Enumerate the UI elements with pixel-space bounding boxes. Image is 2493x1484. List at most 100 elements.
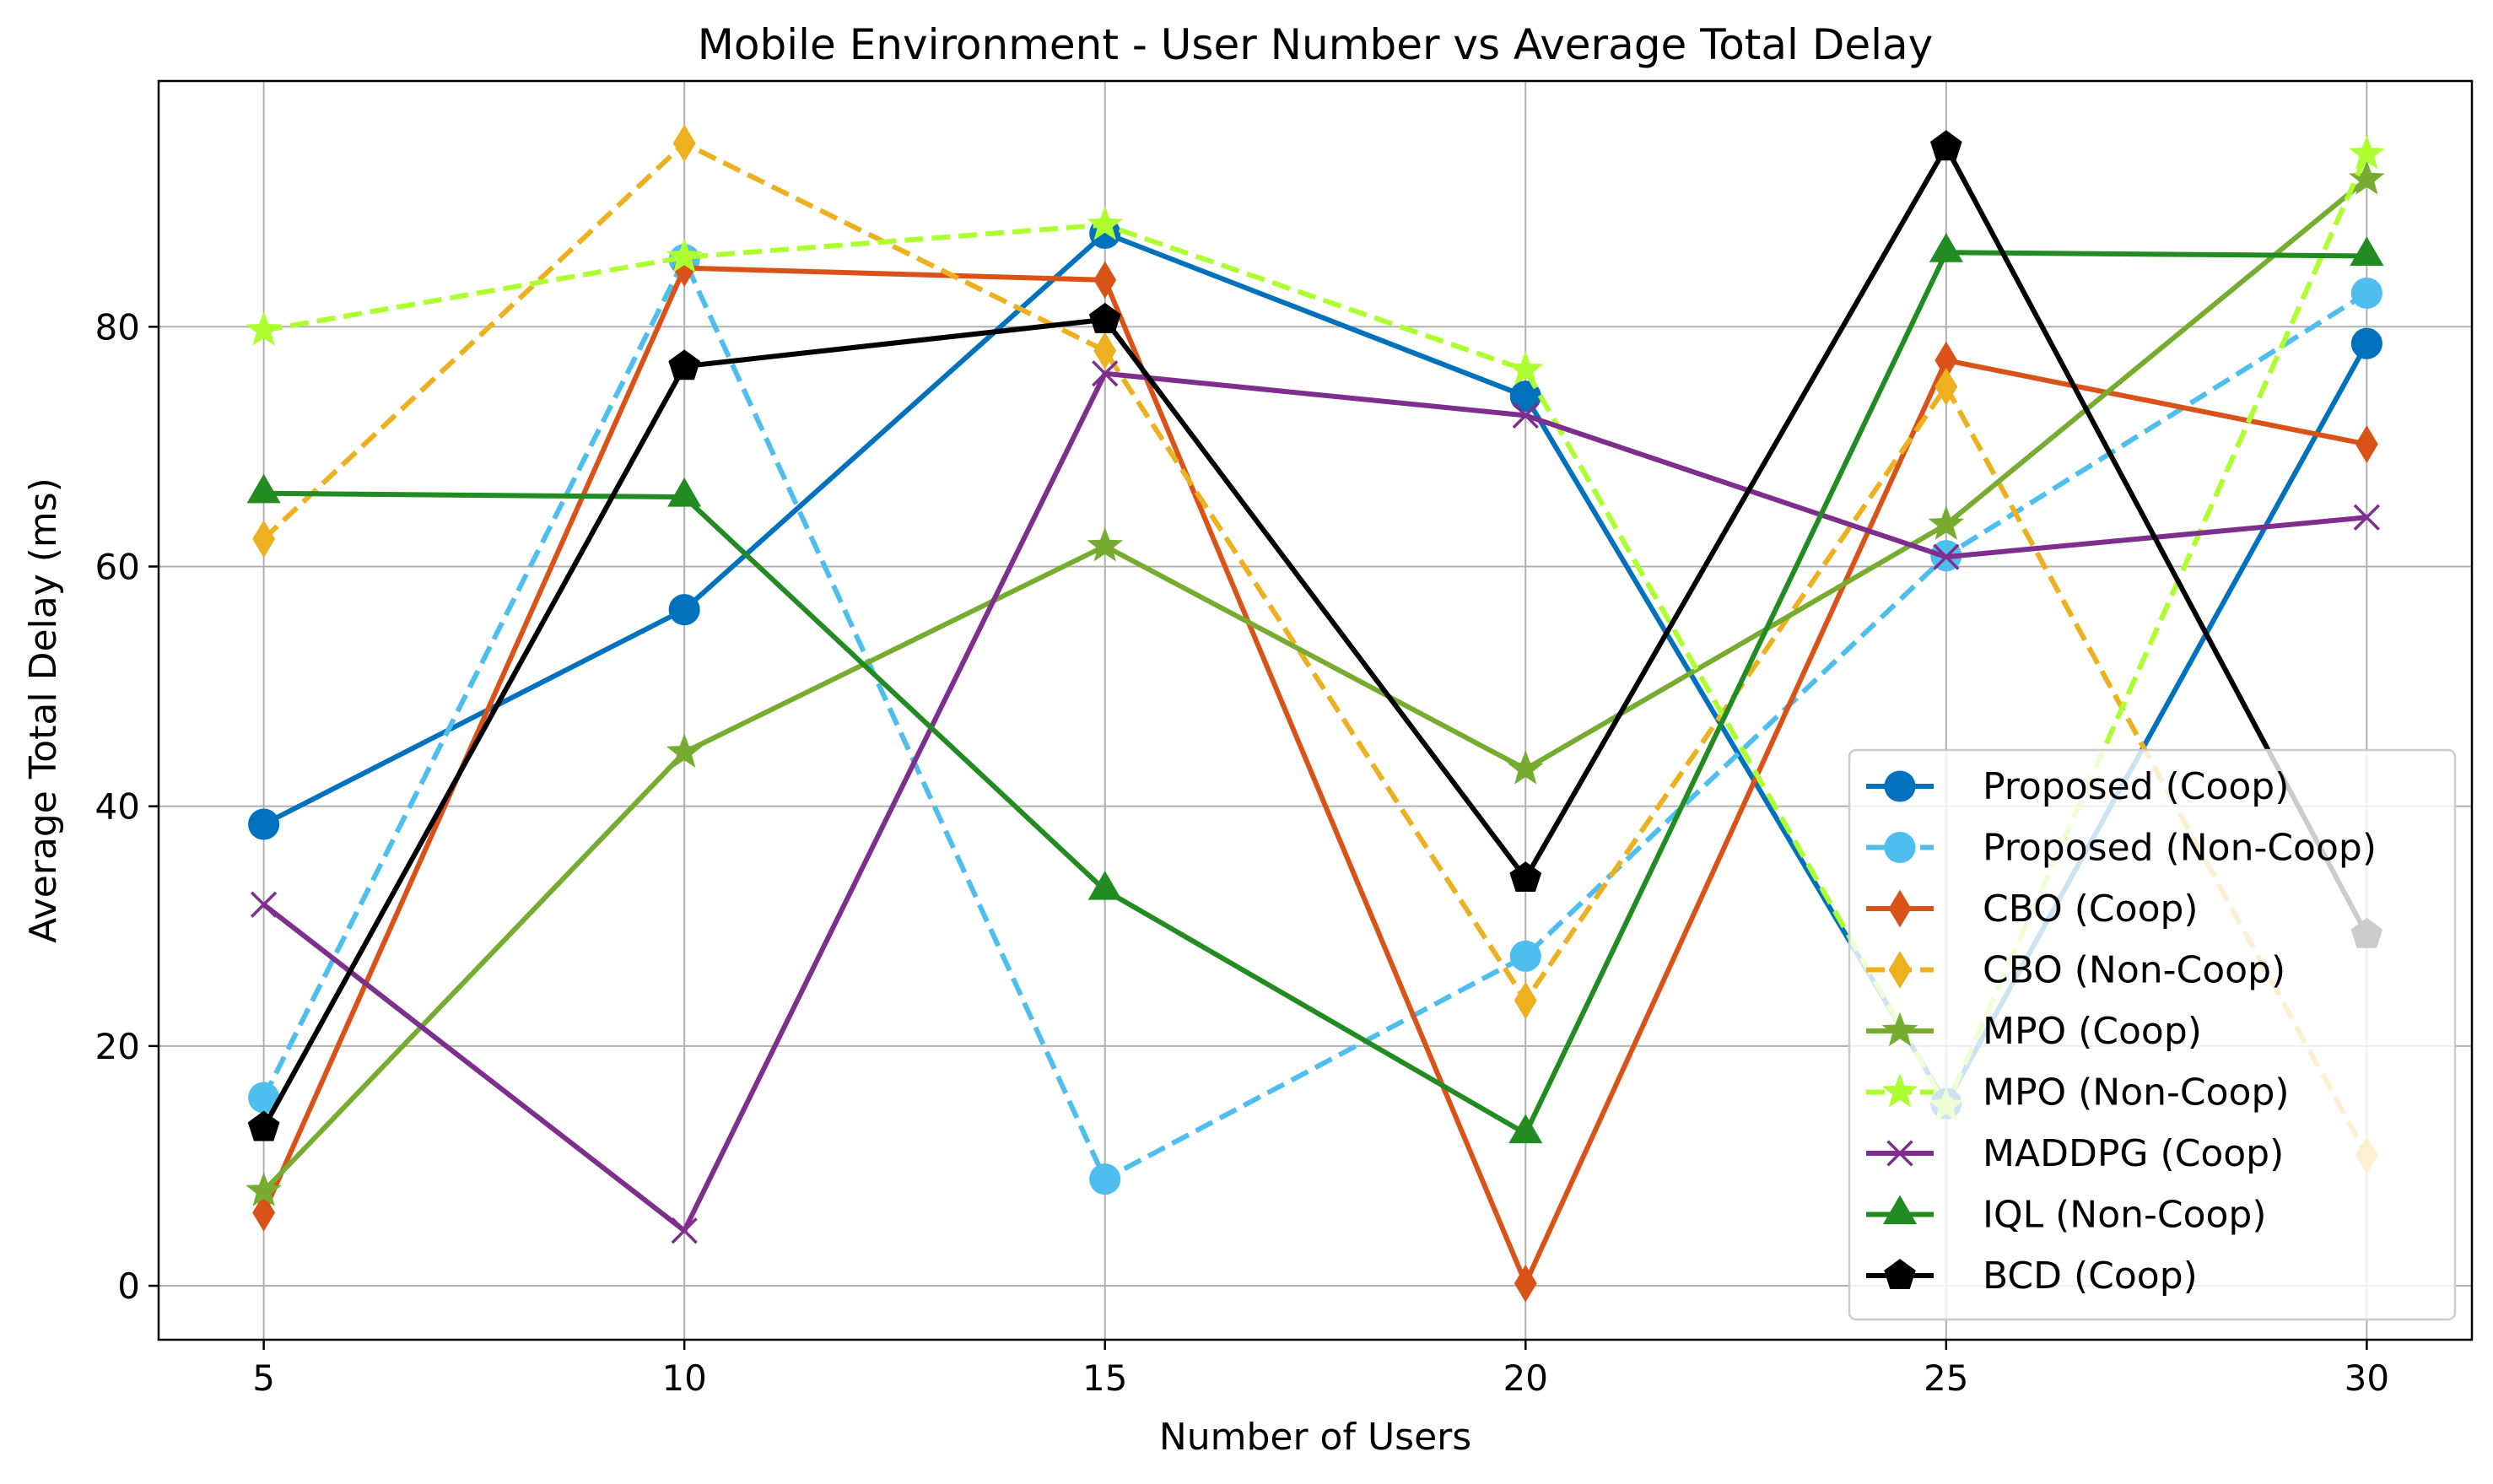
- data-point: [1929, 233, 1963, 262]
- data-point: [2350, 327, 2382, 359]
- legend-marker: [1886, 1140, 1913, 1167]
- legend-entry: Proposed (Non-Coop): [1866, 827, 2377, 870]
- data-point: [1087, 871, 1122, 900]
- data-point: [252, 1193, 276, 1232]
- legend-marker: [1884, 831, 1916, 864]
- x-tick-label: 25: [1924, 1357, 1968, 1399]
- data-point: [667, 478, 702, 507]
- y-tick-label: 40: [95, 786, 140, 828]
- data-point: [672, 249, 696, 288]
- series-group: [246, 124, 2385, 1303]
- data-point: [252, 520, 276, 559]
- data-point: [2350, 236, 2384, 266]
- series-6: [250, 360, 2380, 1244]
- data-point: [1514, 981, 1537, 1020]
- data-point: [248, 1082, 280, 1114]
- data-point: [2349, 135, 2385, 170]
- plot-frame: [157, 79, 2474, 1341]
- data-point: [250, 891, 278, 918]
- data-point: [666, 733, 703, 768]
- legend-entry: IQL (Non-Coop): [1866, 1194, 2267, 1237]
- data-point: [247, 1110, 280, 1141]
- legend-label: MPO (Coop): [1983, 1010, 2202, 1053]
- legend-marker: [1884, 770, 1916, 802]
- legend-entry: Proposed (Coop): [1866, 765, 2289, 808]
- data-point: [668, 594, 700, 626]
- x-tick-label: 15: [1082, 1357, 1127, 1399]
- legend-entry: MADDPG (Coop): [1866, 1132, 2284, 1175]
- x-axis-label: Number of Users: [1159, 1416, 1471, 1459]
- legend-label: Proposed (Coop): [1983, 765, 2289, 808]
- legend-label: IQL (Non-Coop): [1983, 1194, 2267, 1237]
- legend-entry: MPO (Coop): [1866, 1010, 2202, 1053]
- y-tick-label: 60: [95, 546, 140, 587]
- data-point: [666, 238, 703, 273]
- legend-marker: [1884, 1259, 1916, 1290]
- legend-label: CBO (Coop): [1983, 888, 2199, 931]
- legend-label: CBO (Non-Coop): [1983, 949, 2285, 992]
- data-point: [668, 349, 701, 380]
- series-2: [252, 249, 2378, 1303]
- legend-entry: BCD (Coop): [1866, 1255, 2198, 1298]
- data-point: [671, 1217, 698, 1244]
- legend-marker: [1881, 1073, 1918, 1108]
- data-point: [1087, 526, 1124, 562]
- series-line: [262, 140, 2369, 1157]
- data-point: [1935, 367, 1958, 406]
- legend-entry: CBO (Non-Coop): [1866, 949, 2285, 992]
- legend-marker: [1881, 1012, 1918, 1047]
- y-tick-label: 20: [95, 1026, 140, 1067]
- legend: Proposed (Coop) Proposed (Non-Coop) CBO (C…: [1848, 748, 2457, 1321]
- x-tick-label: 10: [661, 1357, 706, 1399]
- x-tick-label: 5: [252, 1357, 275, 1399]
- data-point: [1929, 130, 1962, 161]
- data-point: [1514, 1264, 1537, 1303]
- series-4: [246, 160, 2385, 1206]
- data-point: [1092, 360, 1119, 387]
- data-point: [246, 311, 282, 346]
- data-point: [248, 808, 280, 840]
- legend-marker: [1882, 1195, 1918, 1225]
- data-point: [1509, 861, 1542, 892]
- series-line: [262, 370, 2367, 1233]
- data-point: [1088, 302, 1121, 333]
- data-point: [2349, 160, 2385, 195]
- data-point: [2353, 504, 2380, 531]
- legend-label: BCD (Coop): [1983, 1255, 2198, 1298]
- data-point: [1928, 505, 1965, 540]
- legend-label: Proposed (Non-Coop): [1983, 827, 2377, 870]
- y-axis-label: Average Total Delay (ms): [22, 478, 65, 943]
- legend-label: MADDPG (Coop): [1983, 1132, 2284, 1175]
- ticks: 5 10 15 20 25 30 0 20 40 60 80: [95, 306, 2390, 1399]
- series-line: [261, 265, 2367, 1287]
- series-line: [263, 153, 2370, 1109]
- x-tick-label: 30: [2345, 1357, 2389, 1399]
- data-point: [672, 124, 696, 163]
- data-point: [1935, 341, 1958, 380]
- legend-marker: [1888, 951, 1912, 989]
- data-point: [246, 473, 281, 504]
- legend-entry: CBO (Coop): [1866, 888, 2199, 931]
- legend-label: MPO (Non-Coop): [1983, 1071, 2290, 1114]
- data-point: [1933, 543, 1960, 570]
- legend-box: [1848, 748, 2457, 1321]
- series-line: [262, 177, 2369, 1193]
- data-point: [2350, 277, 2382, 310]
- legend-marker: [1888, 889, 1912, 928]
- data-point: [1509, 940, 1541, 972]
- data-point: [246, 1172, 282, 1206]
- x-tick-label: 20: [1503, 1357, 1548, 1399]
- data-point: [1093, 261, 1117, 299]
- data-point: [1089, 1163, 1121, 1195]
- data-point: [1512, 402, 1539, 429]
- data-point: [1087, 206, 1124, 240]
- data-point: [1508, 1114, 1543, 1144]
- data-point: [1507, 750, 1544, 785]
- y-tick-label: 0: [117, 1265, 140, 1307]
- series-line: [262, 144, 2370, 1129]
- chart-title: Mobile Environment - User Number vs Aver…: [698, 20, 1933, 69]
- y-tick-label: 80: [95, 306, 140, 348]
- data-point: [1093, 332, 1117, 370]
- legend-entry: MPO (Non-Coop): [1866, 1071, 2290, 1114]
